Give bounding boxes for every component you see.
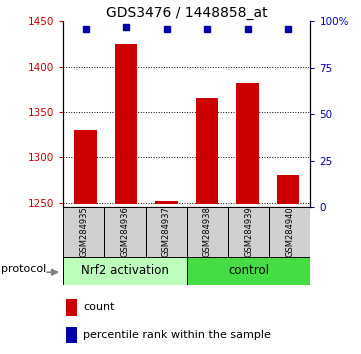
Text: count: count [83,302,114,313]
Bar [63,257,187,285]
Bar [115,44,137,204]
Title: GDS3476 / 1448858_at: GDS3476 / 1448858_at [106,6,268,20]
Text: GSM284937: GSM284937 [162,206,171,257]
Bar [63,207,104,257]
Text: GSM284936: GSM284936 [121,206,130,257]
Bar [236,83,259,204]
Text: percentile rank within the sample: percentile rank within the sample [83,330,271,340]
Bar [104,207,145,257]
Bar [156,201,178,204]
Bar [228,207,269,257]
Text: GSM284938: GSM284938 [203,206,212,257]
Text: GSM284935: GSM284935 [79,206,88,257]
Bar [277,175,299,204]
Text: GSM284940: GSM284940 [285,206,294,257]
Bar [145,207,187,257]
Text: GSM284939: GSM284939 [244,206,253,257]
Bar [187,207,228,257]
Bar [269,207,310,257]
Bar [66,299,77,316]
Bar [196,98,218,204]
Text: control: control [228,264,269,277]
Bar [187,257,310,285]
Text: protocol: protocol [1,264,47,274]
Bar [74,130,97,204]
Bar [66,327,77,343]
Text: Nrf2 activation: Nrf2 activation [81,264,169,277]
